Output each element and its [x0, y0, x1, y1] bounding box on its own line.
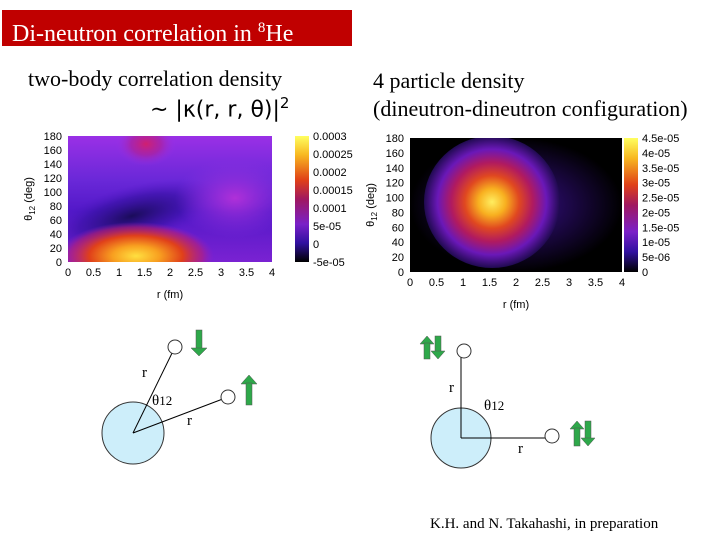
x-tick-label: 2	[513, 277, 519, 289]
colorbar-tick-label: 0.00025	[313, 149, 353, 161]
y-tick-label: 100	[386, 193, 404, 205]
credit-note: K.H. and N. Takahashi, in preparation	[430, 516, 659, 532]
right-configuration-diagram	[419, 335, 596, 469]
colorbar-tick-label: 1.5e-05	[642, 222, 679, 234]
y-tick-label: 20	[50, 243, 62, 255]
x-tick-label: 1	[116, 267, 122, 279]
spin-pair-top-icon	[419, 335, 446, 360]
x-tick-label: 2	[167, 267, 173, 279]
right-r-top-label: r	[449, 380, 454, 396]
y-tick-label: 80	[50, 201, 62, 213]
y-tick-label: 160	[44, 145, 62, 157]
x-tick-label: 0.5	[429, 277, 444, 289]
right-theta-label: θ12	[484, 398, 505, 414]
y-tick-label: 0	[398, 267, 404, 279]
colorbar-tick-label: 3.5e-05	[642, 163, 679, 175]
slide-title: Di-neutron correlation in 8He	[2, 10, 352, 47]
y-axis-label: θ12 (deg)	[23, 177, 37, 221]
spin-pair-right-icon	[569, 420, 596, 447]
x-tick-label: 1	[460, 277, 466, 289]
x-tick-label: 1.5	[137, 267, 152, 279]
colorbar-tick-label: 2.5e-05	[642, 193, 679, 205]
colorbar-tick-label: -5e-05	[313, 257, 345, 269]
colorbar-tick-label: 0.0001	[313, 203, 347, 215]
colorbar-tick-label: 0.00015	[313, 185, 353, 197]
x-tick-label: 0	[65, 267, 71, 279]
left-configuration-diagram	[101, 329, 258, 465]
title-suffix: He	[265, 21, 294, 47]
y-tick-label: 60	[392, 222, 404, 234]
dineutron-right	[544, 428, 560, 444]
left-heatmap-peak	[68, 222, 214, 262]
x-tick-label: 3.5	[239, 267, 254, 279]
y-tick-label: 60	[50, 215, 62, 227]
y-tick-label: 100	[44, 187, 62, 199]
x-tick-label: 3.5	[588, 277, 603, 289]
y-tick-label: 120	[386, 178, 404, 190]
y-tick-label: 20	[392, 252, 404, 264]
colorbar-tick-label: 5e-05	[313, 221, 341, 233]
r-line-top	[132, 346, 176, 434]
colorbar-tick-label: 1e-05	[642, 237, 670, 249]
spin-arrow-up-icon	[240, 374, 258, 406]
colorbar-tick-label: 0	[642, 267, 648, 279]
colorbar-tick-label: 4e-05	[642, 148, 670, 160]
right-heatmap-peak	[424, 138, 560, 268]
spin-arrow-down-icon	[190, 329, 208, 357]
left-r-bottom-label: r	[187, 413, 192, 429]
formula-power: 2	[279, 94, 290, 112]
colorbar-tick-label: 2e-05	[642, 207, 670, 219]
left-colorbar	[295, 136, 309, 262]
left-heatmap-chart: 0 0.5 1 1.5 2 2.5 3 3.5 402040608010012014016018…	[23, 131, 353, 301]
x-axis-label: r (fm)	[503, 299, 529, 311]
colorbar-tick-label: 5e-06	[642, 252, 670, 264]
colorbar-tick-label: 3e-05	[642, 178, 670, 190]
y-tick-label: 180	[44, 131, 62, 143]
neutron-bottom	[220, 389, 236, 405]
x-tick-label: 4	[619, 277, 625, 289]
y-tick-label: 40	[50, 229, 62, 241]
dineutron-top	[456, 343, 472, 359]
x-tick-label: 1.5	[482, 277, 497, 289]
title-prefix: Di-neutron correlation in	[12, 21, 258, 47]
y-tick-label: 180	[386, 133, 404, 145]
x-tick-label: 3	[218, 267, 224, 279]
x-axis-label: r (fm)	[157, 289, 183, 301]
left-r-top-label: r	[142, 365, 147, 381]
title-superscript: 8	[257, 20, 266, 36]
right-colorbar	[624, 138, 638, 272]
x-tick-label: 0.5	[86, 267, 101, 279]
right-r-bottom-label: r	[518, 441, 523, 457]
y-axis-label: θ12 (deg)	[365, 183, 379, 227]
y-tick-label: 40	[392, 237, 404, 249]
x-tick-label: 2.5	[535, 277, 550, 289]
x-tick-label: 2.5	[188, 267, 203, 279]
colorbar-tick-label: 0.0003	[313, 131, 347, 143]
colorbar-tick-label: 0	[313, 239, 319, 251]
x-tick-label: 0	[407, 277, 413, 289]
right-header-line2: (dineutron-dineutron configuration)	[373, 96, 688, 121]
x-tick-label: 4	[269, 267, 275, 279]
r-line-bottom	[132, 396, 229, 434]
y-tick-label: 160	[386, 148, 404, 160]
left-header: two-body correlation density	[28, 66, 283, 91]
correlation-formula: ~ |κ(r, r, θ)|2	[150, 94, 289, 122]
right-header-line1: 4 particle density	[373, 68, 525, 93]
x-tick-label: 3	[566, 277, 572, 289]
y-tick-label: 140	[386, 163, 404, 175]
y-tick-label: 80	[392, 207, 404, 219]
y-tick-label: 0	[56, 257, 62, 269]
neutron-top	[167, 339, 183, 355]
formula-text: ~ |κ(r, r, θ)|	[150, 97, 280, 123]
colorbar-tick-label: 4.5e-05	[642, 133, 679, 145]
colorbar-tick-label: 0.0002	[313, 167, 347, 179]
left-theta-label: θ12	[152, 393, 173, 409]
y-tick-label: 120	[44, 173, 62, 185]
right-heatmap-chart: 0 0.5 1 1.5 2 2.5 3 3.5 402040608010012014016018…	[365, 133, 679, 311]
y-tick-label: 140	[44, 159, 62, 171]
